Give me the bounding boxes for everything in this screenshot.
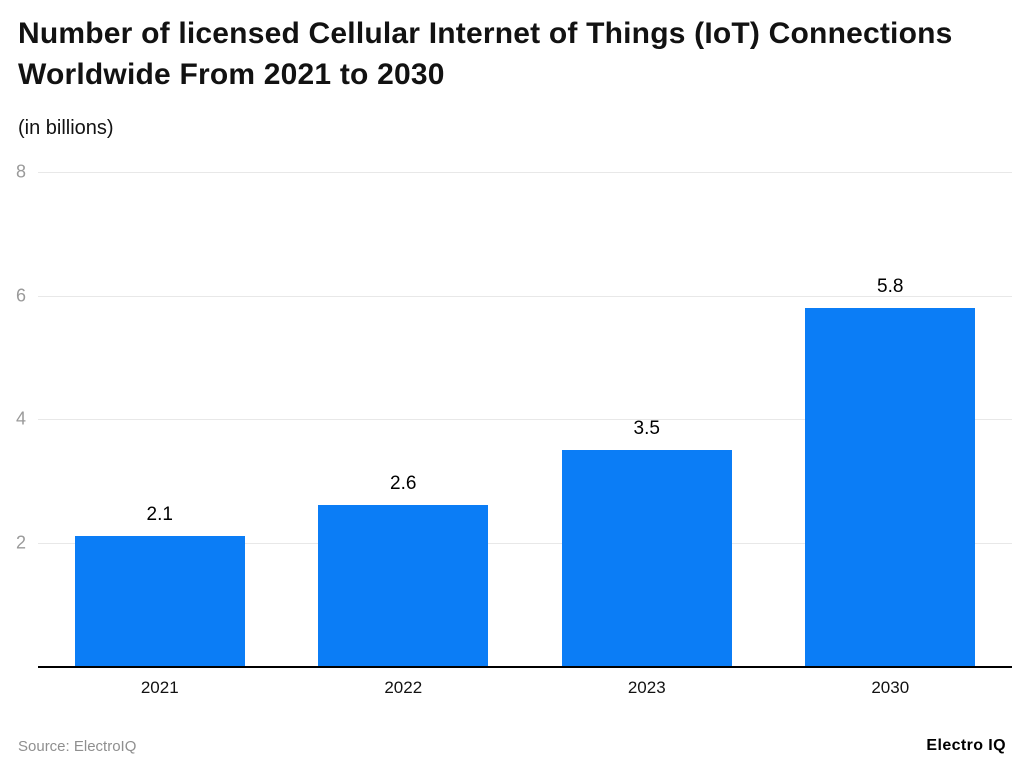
y-axis-tick-label: 8: [16, 161, 27, 182]
gridline: [38, 172, 1012, 173]
brand-logo: Electro IQ: [926, 737, 1006, 754]
source-label: Source: ElectroIQ: [18, 738, 137, 755]
chart-subtitle: (in billions): [18, 117, 114, 139]
y-axis-tick-label: 6: [16, 285, 27, 305]
y-axis-tick-label: 4: [16, 408, 27, 429]
chart-title: Number of licensed Cellular Internet of …: [18, 17, 953, 91]
bar-2030: [805, 307, 976, 666]
bar-chart-plot-area: 2.1 2.6 3.5 5.8: [38, 172, 1012, 668]
bar-value-label: 2.6: [390, 473, 417, 495]
x-axis-tick-label: 2030: [871, 678, 910, 697]
x-axis-tick-label: 2023: [627, 678, 666, 697]
y-axis-tick-label: 2: [16, 532, 27, 552]
bar-value-label: 2.1: [146, 504, 173, 526]
gridline: [38, 542, 1012, 544]
gridline: [38, 419, 1012, 420]
bar-value-label: 5.8: [877, 275, 904, 297]
x-axis-tick-label: 2021: [140, 678, 179, 697]
bar-value-label: 3.5: [633, 417, 660, 439]
bar-2022: [318, 505, 489, 666]
gridline: [38, 295, 1012, 297]
x-axis-tick-label: 2022: [384, 678, 423, 697]
bar-2021: [74, 536, 245, 666]
bar-2023: [561, 449, 732, 666]
